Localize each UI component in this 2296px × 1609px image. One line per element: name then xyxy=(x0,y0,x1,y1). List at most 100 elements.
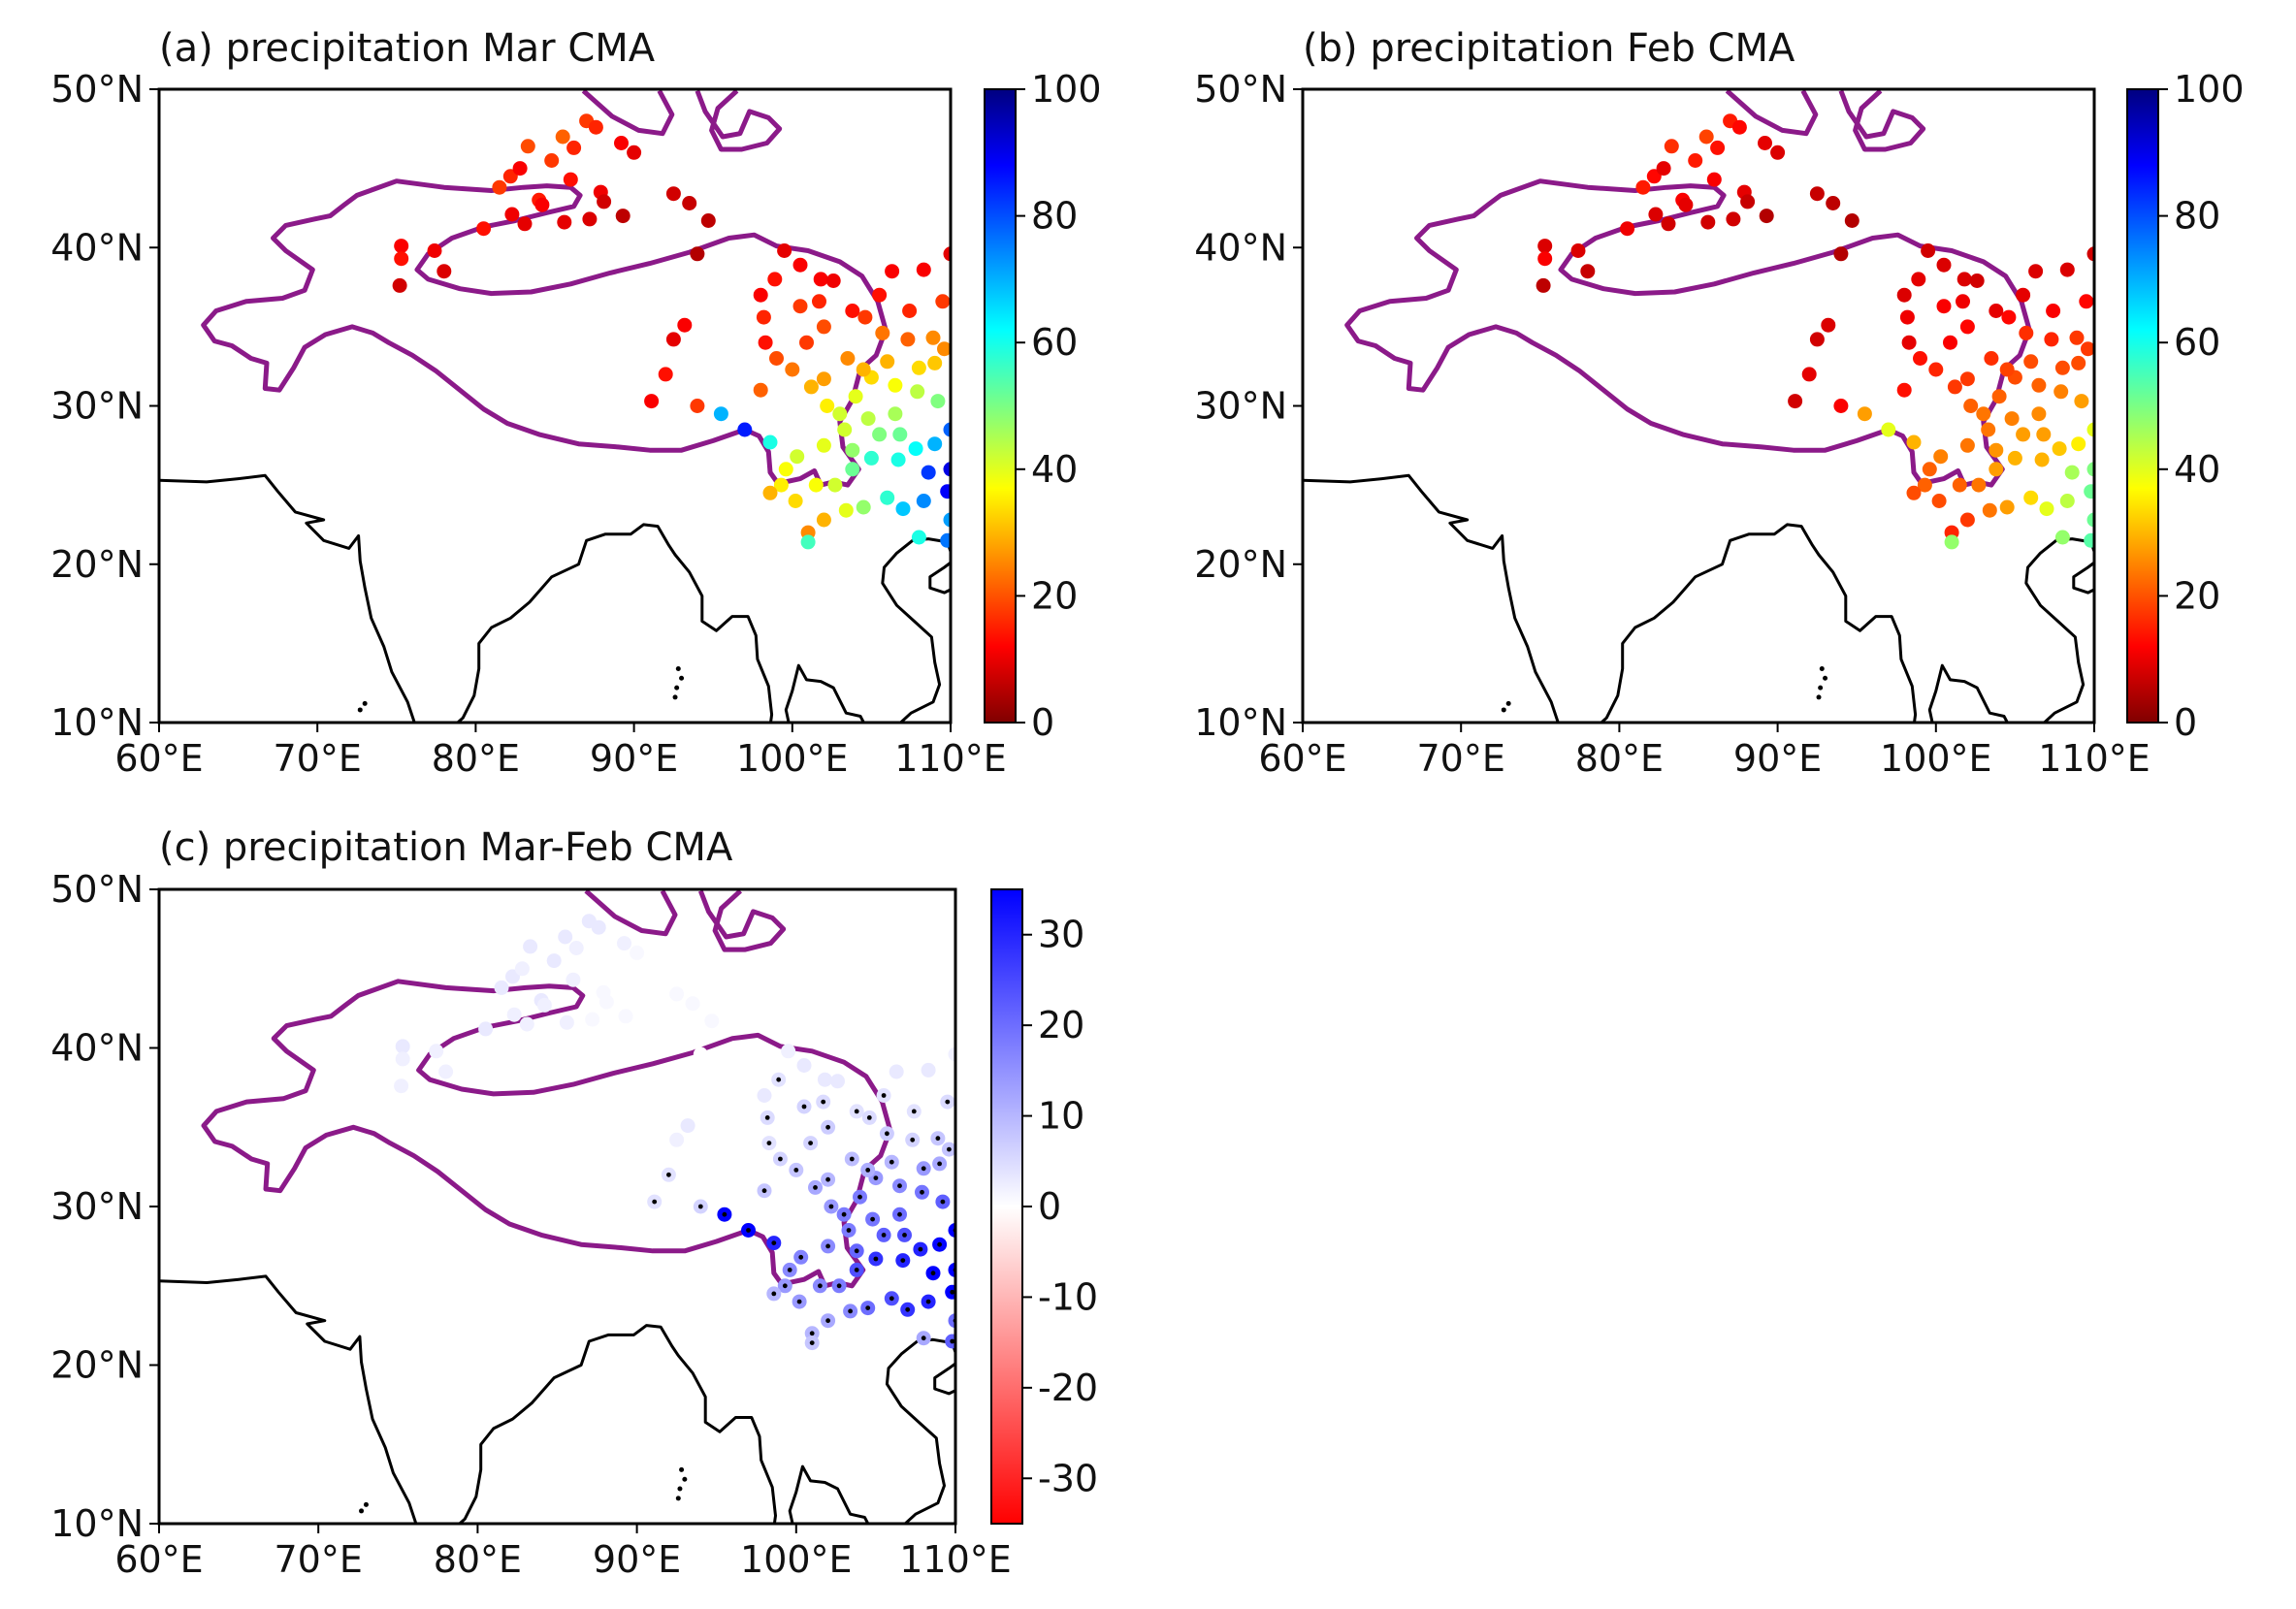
station-point xyxy=(930,394,946,409)
significance-dot xyxy=(947,1146,952,1152)
station-point xyxy=(827,477,843,493)
panel-c-colorbar-gradient xyxy=(990,888,1023,1525)
colorbar-tick-label: 100 xyxy=(1031,68,1102,111)
station-point xyxy=(568,941,584,955)
colorbar-tick-label: -20 xyxy=(1038,1367,1098,1409)
significance-dot xyxy=(940,1199,946,1205)
panel-a-colorbar-ticks: 0 20 40 60 80 100 xyxy=(1016,68,1102,744)
colorbar-tick-label: 0 xyxy=(2174,701,2197,744)
station-point xyxy=(856,362,871,377)
station-point xyxy=(2052,441,2067,457)
station-point xyxy=(840,351,856,366)
station-point xyxy=(1963,399,1979,413)
station-point xyxy=(808,477,824,493)
station-point xyxy=(665,332,681,347)
station-point xyxy=(566,972,581,987)
station-point xyxy=(892,427,908,442)
station-point xyxy=(2071,436,2086,452)
x-tick-label: 70°E xyxy=(275,1538,363,1581)
station-point xyxy=(863,450,879,466)
station-point xyxy=(1906,434,1922,450)
panel-b-x-axis: 60°E 70°E 80°E 90°E 100°E 110°E xyxy=(1258,723,2150,780)
station-point xyxy=(2086,512,2094,528)
significance-dot xyxy=(857,1194,862,1200)
significance-dot xyxy=(766,1141,772,1145)
station-point xyxy=(546,953,562,969)
station-point xyxy=(890,452,906,467)
y-tick-label: 50°N xyxy=(1194,68,1287,111)
panel-b-map xyxy=(1303,89,2094,723)
station-point xyxy=(615,209,631,224)
colorbar-tick-label: -30 xyxy=(1038,1457,1098,1499)
station-point xyxy=(437,264,452,279)
station-point xyxy=(2053,384,2069,400)
station-point xyxy=(943,246,951,262)
island-mark xyxy=(682,1476,688,1482)
station-point xyxy=(429,1044,444,1059)
station-point xyxy=(1969,274,1985,288)
station-point xyxy=(1821,317,1836,333)
station-point xyxy=(889,1064,904,1079)
station-point xyxy=(1801,367,1817,382)
station-point xyxy=(395,1039,410,1054)
island-mark xyxy=(675,1496,681,1501)
significance-dot xyxy=(771,1240,777,1245)
station-point xyxy=(2086,422,2094,437)
station-point xyxy=(832,406,848,422)
significance-dot xyxy=(828,1204,834,1209)
station-point xyxy=(756,309,771,325)
boundary-north-lobe xyxy=(1725,89,1819,137)
station-point xyxy=(2054,360,2070,375)
station-point xyxy=(1933,449,1949,465)
station-point xyxy=(2084,532,2094,548)
significance-dot xyxy=(854,1109,859,1114)
panel-c-x-axis: 60°E 70°E 80°E 90°E 100°E 110°E xyxy=(114,1524,1012,1581)
panel-b-y-axis: 10°N 20°N 30°N 40°N 50°N xyxy=(1194,68,1303,744)
station-point xyxy=(2016,287,2031,303)
station-point xyxy=(1952,477,1967,493)
significance-dot xyxy=(746,1228,751,1233)
significance-dot xyxy=(796,1299,802,1304)
station-point xyxy=(2064,465,2080,480)
station-point xyxy=(2059,494,2075,508)
coastline-hainan xyxy=(2072,561,2094,595)
x-tick-label: 80°E xyxy=(1575,737,1664,780)
significance-dot xyxy=(935,1136,941,1142)
panel-c-map xyxy=(159,889,955,1524)
station-point xyxy=(777,243,792,258)
station-point xyxy=(908,441,923,457)
island-mark xyxy=(679,675,685,681)
station-point xyxy=(1896,287,1912,303)
station-point xyxy=(2074,394,2089,409)
panel-c-boundary xyxy=(201,889,893,1289)
significance-dot xyxy=(950,1289,955,1295)
station-point xyxy=(803,379,819,395)
significance-dot xyxy=(870,1216,875,1222)
station-point xyxy=(830,1074,845,1089)
station-point xyxy=(1911,272,1926,287)
station-point xyxy=(514,961,530,977)
colorbar-tick-label: 20 xyxy=(1038,1004,1084,1046)
significance-dot xyxy=(918,1246,923,1252)
station-point xyxy=(2036,427,2052,442)
station-point xyxy=(838,502,854,518)
significance-dot xyxy=(782,1283,788,1289)
panel-b-colorbar-ticks: 0 20 40 60 80 100 xyxy=(2158,68,2245,744)
station-point xyxy=(588,119,603,135)
island-mark xyxy=(362,700,368,706)
colorbar-tick-label: 20 xyxy=(2174,574,2220,617)
station-point xyxy=(2004,411,2020,427)
station-point xyxy=(1700,214,1716,230)
coastline-hainan xyxy=(928,561,951,595)
panel-c-y-axis: 10°N 20°N 30°N 40°N 50°N xyxy=(50,868,159,1545)
station-point xyxy=(1906,485,1922,500)
station-point xyxy=(644,394,660,409)
island-mark xyxy=(363,1501,369,1507)
plateau-boundary xyxy=(201,979,893,1289)
station-point xyxy=(1956,294,1970,309)
station-point xyxy=(566,140,582,155)
station-point xyxy=(563,172,578,187)
station-point xyxy=(1570,243,1586,258)
significance-dot xyxy=(900,1258,906,1263)
station-point xyxy=(788,494,803,508)
